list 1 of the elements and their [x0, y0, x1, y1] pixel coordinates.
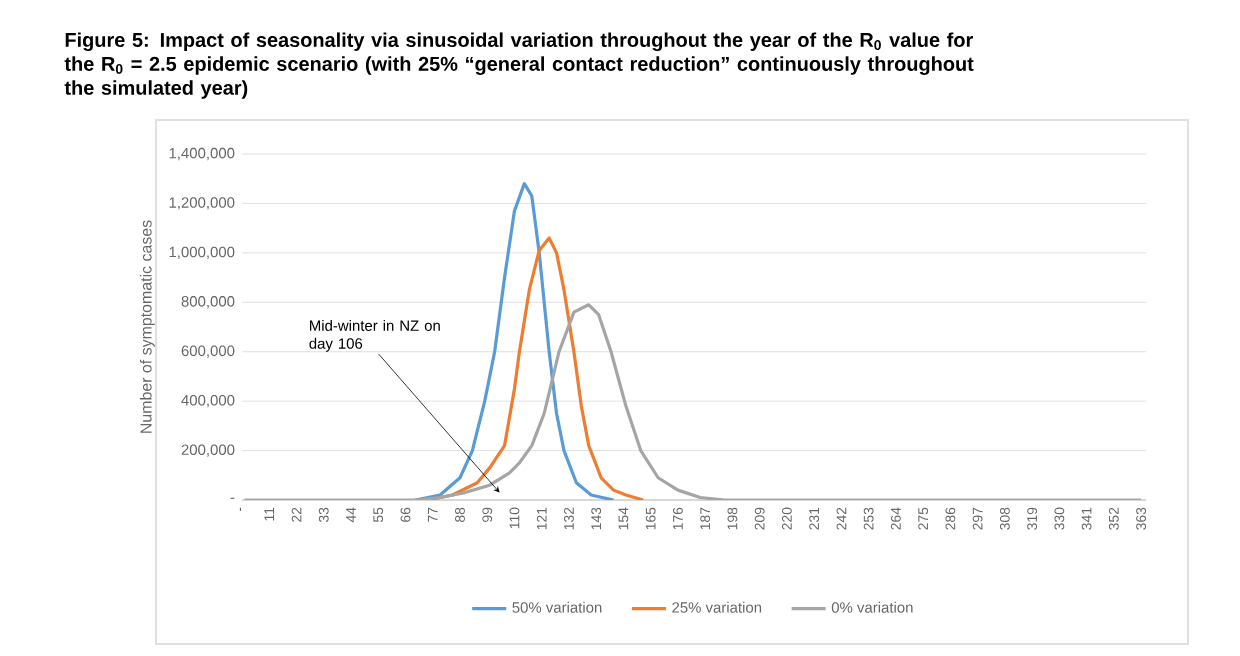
- chart-title: Figure 5: Impact of seasonality via sinusoidal variation throughout the year of the R$_{0}$ value for the R$_{0}$ = 2.5 epidemic scenario (with 25% “general contact reduction” continuously throughout the simulated year): [64, 32, 974, 99]
